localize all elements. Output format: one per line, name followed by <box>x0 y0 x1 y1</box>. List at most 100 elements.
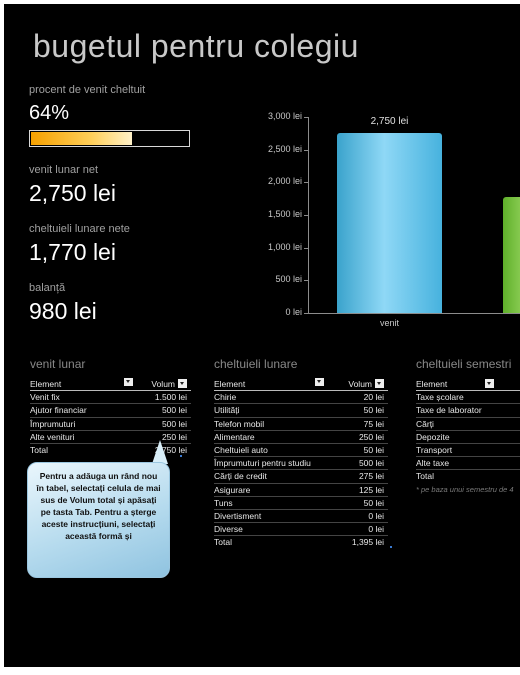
income-table: venit lunar Element Volum Venit fix 1.500… <box>30 357 191 456</box>
table-row[interactable]: Ajutor financiar 500 lei <box>30 404 191 418</box>
col-value-header: Volum <box>348 379 372 389</box>
semester-expenses-table: cheltuieli semestri Element Taxe școlare… <box>416 357 520 494</box>
cell-element: Tuns <box>214 497 233 508</box>
cell-element: Taxe de laborator <box>416 405 482 416</box>
y-tick <box>304 117 308 118</box>
cell-value: 50 lei <box>363 405 384 416</box>
cell-element: Asigurare <box>214 484 251 495</box>
cell-element: Cărți <box>416 418 434 429</box>
cell-value: 1.500 lei <box>154 392 187 403</box>
semester-table-title: cheltuieli semestri <box>416 357 512 371</box>
chart-bar[interactable] <box>503 197 520 313</box>
cell-element: Ajutor financiar <box>30 405 87 416</box>
table-row[interactable]: Divertisment 0 lei <box>214 510 388 524</box>
table-row[interactable]: Asigurare 125 lei <box>214 484 388 497</box>
col-element-header: Element <box>214 379 246 389</box>
cell-element: Divertisment <box>214 510 262 521</box>
total-label: Total <box>30 444 48 455</box>
filter-dropdown-icon[interactable] <box>315 378 324 386</box>
cell-value: 50 lei <box>363 444 384 455</box>
cell-element: Diverse <box>214 524 243 535</box>
cell-value: 75 lei <box>363 418 384 429</box>
cell-value: 20 lei <box>363 392 384 403</box>
spent-progress-bar <box>29 130 190 147</box>
col-element-header: Element <box>416 379 448 389</box>
instructions-callout[interactable]: Pentru a adăuga un rând nou în tabel, se… <box>27 462 170 578</box>
cell-element: Venit fix <box>30 392 60 403</box>
filter-dropdown-icon[interactable] <box>124 378 133 386</box>
table-row[interactable]: Cărți <box>416 418 520 431</box>
chart-bar[interactable] <box>337 133 442 313</box>
worksheet: bugetul pentru colegiu procent de venit … <box>4 4 520 667</box>
table-row[interactable]: Depozite <box>416 431 520 444</box>
cell-element: Alimentare <box>214 431 255 442</box>
cell-value: 275 lei <box>358 471 384 482</box>
spent-progress-fill <box>31 132 132 145</box>
y-tick <box>304 149 308 151</box>
income-value[interactable]: 2,750 lei <box>29 180 116 206</box>
cell-value: 500 lei <box>161 405 187 416</box>
y-tick <box>304 182 308 184</box>
filter-dropdown-icon[interactable] <box>178 379 187 389</box>
expenses-label: cheltuieli lunare nete <box>29 223 130 235</box>
table-row[interactable]: Telefon mobil 75 lei <box>214 418 388 431</box>
col-value-header: Volum <box>151 379 175 389</box>
balance-value[interactable]: 980 lei <box>29 298 97 324</box>
expenses-value[interactable]: 1,770 lei <box>29 239 116 265</box>
income-label: venit lunar net <box>29 164 99 176</box>
cell-value: 250 lei <box>358 431 384 442</box>
cell-element: Telefon mobil <box>214 418 265 429</box>
y-tick <box>304 313 308 314</box>
cell-value: 125 lei <box>358 484 384 495</box>
semester-footnote: * pe baza unui semestru de 4 <box>416 484 514 494</box>
y-tick <box>304 215 308 216</box>
cell-value: 250 lei <box>161 431 187 442</box>
y-tick-label: 2,000 lei <box>267 176 302 187</box>
y-tick <box>304 280 308 282</box>
monthly-table-title: cheltuieli lunare <box>214 357 298 371</box>
table-row[interactable]: Alimentare 250 lei <box>214 431 388 444</box>
table-row[interactable]: Transport <box>416 444 520 458</box>
income-table-header: Element Volum <box>30 378 191 392</box>
x-axis <box>308 313 520 314</box>
table-row[interactable]: Venit fix 1.500 lei <box>30 391 191 405</box>
table-row[interactable]: Tuns 50 lei <box>214 497 388 510</box>
bar-data-label: 2,750 lei <box>370 116 409 128</box>
table-row[interactable]: Cheltuieli auto 50 lei <box>214 444 388 458</box>
income-table-title: venit lunar <box>30 357 86 371</box>
cell-value: 50 lei <box>363 497 384 508</box>
table-row[interactable]: Taxe de laborator <box>416 404 520 418</box>
table-row[interactable]: Chirie 20 lei <box>214 391 388 405</box>
table-total-row[interactable]: Total 2,750 lei <box>30 444 191 456</box>
table-row[interactable]: Alte venituri 250 lei <box>30 431 191 444</box>
cell-element: Alte venituri <box>30 431 75 442</box>
cell-element: Chirie <box>214 392 237 403</box>
total-label: Total <box>416 471 434 482</box>
table-row[interactable]: Diverse 0 lei <box>214 523 388 537</box>
table-total-row[interactable]: Total 1,395 lei <box>214 536 388 548</box>
filter-dropdown-icon[interactable] <box>375 379 384 389</box>
y-tick <box>304 247 308 249</box>
filter-dropdown-icon[interactable] <box>485 379 495 389</box>
total-label: Total <box>214 537 232 548</box>
y-tick-label: 1,500 lei <box>267 209 302 219</box>
semester-table-header: Element <box>416 378 520 392</box>
spent-percent-value: 64% <box>29 102 70 124</box>
callout-pointer <box>152 440 168 464</box>
table-row[interactable]: Alte taxe <box>416 457 520 471</box>
table-row[interactable]: Împrumuturi 500 lei <box>30 418 191 431</box>
table-total-row[interactable]: Total <box>416 470 520 482</box>
x-category-label: venit <box>379 318 399 328</box>
y-tick-label: 0 lei <box>285 307 302 317</box>
table-row[interactable]: Taxe școlare <box>416 391 520 405</box>
cell-element: Cărți de credit <box>214 471 267 482</box>
cell-element: Cheltuieli auto <box>214 444 268 455</box>
table-row[interactable]: Cărți de credit 275 lei <box>214 470 388 484</box>
monthly-table-header: Element Volum <box>214 378 388 392</box>
cell-element: Împrumuturi pentru studiu <box>214 458 311 469</box>
table-row[interactable]: Utilități 50 lei <box>214 404 388 418</box>
resize-handle[interactable] <box>180 455 182 457</box>
cell-element: Alte taxe <box>416 458 450 469</box>
resize-handle[interactable] <box>390 546 392 548</box>
table-row[interactable]: Împrumuturi pentru studiu 500 lei <box>214 457 388 471</box>
